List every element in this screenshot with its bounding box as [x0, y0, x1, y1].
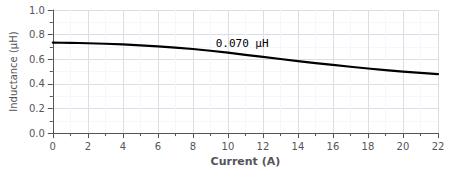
svg-text:0.6: 0.6	[29, 54, 45, 65]
svg-text:16: 16	[327, 141, 340, 152]
svg-text:0.4: 0.4	[29, 78, 45, 89]
svg-text:0.2: 0.2	[29, 103, 45, 114]
svg-text:Inductance (μH): Inductance (μH)	[8, 31, 19, 111]
svg-text:18: 18	[362, 141, 375, 152]
svg-text:6: 6	[155, 141, 161, 152]
svg-text:4: 4	[120, 141, 126, 152]
svg-text:8: 8	[190, 141, 196, 152]
svg-text:2: 2	[85, 141, 91, 152]
svg-text:1.0: 1.0	[29, 5, 45, 16]
svg-text:0.070 μH: 0.070 μH	[216, 37, 269, 50]
svg-text:0.0: 0.0	[29, 128, 45, 139]
svg-text:14: 14	[292, 141, 305, 152]
svg-text:Current (A): Current (A)	[211, 155, 281, 168]
svg-text:12: 12	[257, 141, 270, 152]
svg-text:20: 20	[397, 141, 410, 152]
svg-text:22: 22	[432, 141, 445, 152]
svg-text:0.8: 0.8	[29, 29, 45, 40]
svg-text:0: 0	[50, 141, 56, 152]
svg-text:10: 10	[222, 141, 235, 152]
